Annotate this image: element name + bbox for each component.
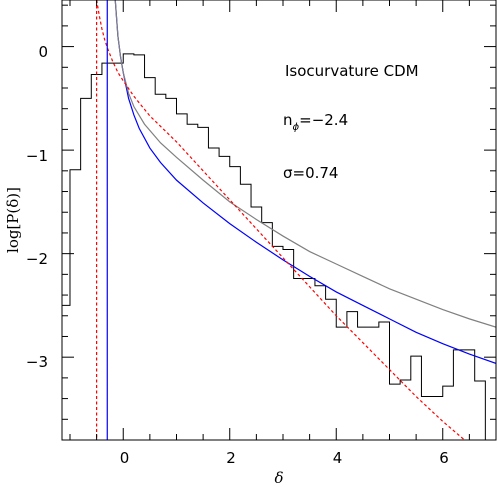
- plot-frame: [61, 0, 497, 441]
- x-tick-label-4: 4: [333, 449, 343, 467]
- x-tick-label-2: 2: [226, 449, 236, 467]
- annotation-spectral-index: nϕ=−2.4: [283, 111, 348, 133]
- axis-ticks: [62, 0, 497, 441]
- x-axis-label: δ: [274, 469, 283, 487]
- annotation-model: Isocurvature CDM: [285, 62, 419, 80]
- x-tick-label-0: 0: [120, 449, 130, 467]
- plot-area: [62, 0, 496, 440]
- histogram-series: [62, 53, 486, 440]
- y-axis-label: log[P(δ)]: [4, 187, 22, 253]
- annotation-n: n: [283, 111, 293, 129]
- annotation-sigma: σ=0.74: [283, 164, 338, 182]
- y-tick-label-neg3: −3: [26, 353, 48, 371]
- y-tick-label-neg1: −1: [26, 147, 48, 165]
- annotation-n-value: =−2.4: [299, 111, 348, 129]
- y-tick-label-neg2: −2: [26, 250, 48, 268]
- annotation-n-sub: ϕ: [293, 122, 300, 133]
- curve-series-1: [114, 0, 496, 364]
- x-tick-label-6: 6: [439, 449, 449, 467]
- curve-series-3: [96, 0, 466, 440]
- y-tick-label-0: 0: [38, 43, 48, 61]
- curve-series-2: [114, 0, 496, 328]
